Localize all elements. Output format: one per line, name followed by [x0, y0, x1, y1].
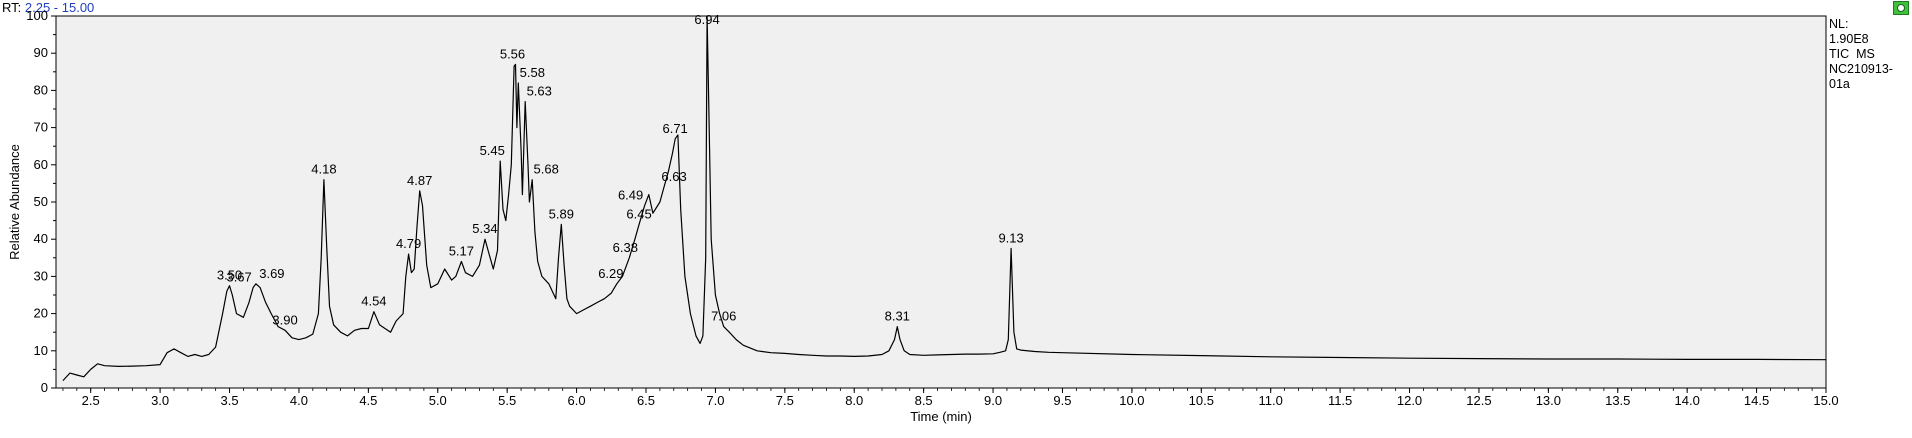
rt-label: RT: — [2, 0, 22, 15]
x-tick-label: 12.5 — [1466, 393, 1491, 408]
peak-label: 5.34 — [472, 221, 497, 236]
rt-range-value: 2.25 - 15.00 — [24, 0, 95, 15]
x-tick-label: 3.0 — [151, 393, 169, 408]
x-tick-label: 5.0 — [429, 393, 447, 408]
y-tick-label: 40 — [34, 231, 48, 246]
trace-info: NL: 1.90E8 TIC MS NC210913- 01a — [1829, 17, 1893, 92]
nl-value: 1.90E8 — [1829, 32, 1869, 46]
peak-label: 8.31 — [885, 309, 910, 324]
x-tick-label: 10.0 — [1119, 393, 1144, 408]
y-tick-label: 60 — [34, 157, 48, 172]
y-tick-label: 50 — [34, 194, 48, 209]
peak-label: 5.56 — [500, 46, 525, 61]
peak-label: 3.50 — [217, 268, 242, 283]
x-tick-label: 7.0 — [706, 393, 724, 408]
y-tick-label: 70 — [34, 120, 48, 135]
x-tick-label: 3.5 — [220, 393, 238, 408]
peak-label: 5.45 — [480, 143, 505, 158]
tic-trace — [62, 15, 1827, 382]
peak-label: 6.29 — [598, 266, 623, 281]
x-tick-label: 2.5 — [82, 393, 100, 408]
peak-label: 3.67 — [226, 270, 251, 285]
peak-label: 6.71 — [662, 121, 687, 136]
y-tick-label: 30 — [34, 268, 48, 283]
peak-label: 4.87 — [407, 173, 432, 188]
peak-label: 6.38 — [613, 240, 638, 255]
peak-label: 6.49 — [618, 188, 643, 203]
nl-label: NL: — [1829, 17, 1849, 31]
peak-label: 4.79 — [396, 236, 421, 251]
scan-type: TIC MS — [1829, 47, 1875, 61]
x-tick-label: 12.0 — [1397, 393, 1422, 408]
y-tick-label: 90 — [34, 45, 48, 60]
x-tick-label: 8.0 — [845, 393, 863, 408]
peak-label: 3.90 — [272, 312, 297, 327]
peak-label: 5.89 — [549, 206, 574, 221]
x-tick-label: 13.5 — [1605, 393, 1630, 408]
x-tick-label: 5.5 — [498, 393, 516, 408]
peak-label: 9.13 — [998, 231, 1023, 246]
peak-label: 6.63 — [661, 169, 686, 184]
pin-icon[interactable] — [1893, 1, 1909, 15]
rt-range-header: RT: 2.25 - 15.00 — [2, 0, 94, 15]
x-tick-label: 14.0 — [1675, 393, 1700, 408]
peak-label: 6.94 — [694, 12, 719, 27]
x-tick-label: 11.0 — [1259, 393, 1283, 408]
y-tick-label: 10 — [34, 343, 48, 358]
y-tick-label: 0 — [41, 380, 48, 395]
x-tick-label: 6.5 — [637, 393, 655, 408]
x-tick-label: 4.5 — [359, 393, 377, 408]
peak-label: 4.54 — [361, 294, 386, 309]
plot-area — [55, 15, 1827, 389]
peak-label: 5.68 — [534, 162, 559, 177]
file-name-line1: NC210913- — [1829, 62, 1893, 76]
x-tick-label: 11.5 — [1328, 393, 1352, 408]
peak-label: 6.45 — [626, 206, 651, 221]
x-tick-label: 13.0 — [1536, 393, 1561, 408]
x-tick-label: 8.5 — [915, 393, 933, 408]
x-tick-label: 15.0 — [1813, 393, 1838, 408]
x-tick-label: 9.0 — [984, 393, 1002, 408]
y-tick-label: 20 — [34, 306, 48, 321]
x-tick-label: 9.5 — [1053, 393, 1071, 408]
peak-label: 5.17 — [449, 244, 474, 259]
peak-label: 7.06 — [711, 309, 736, 324]
x-tick-label: 6.0 — [568, 393, 586, 408]
x-axis-label: Time (min) — [910, 409, 972, 424]
y-axis-label: Relative Abundance — [7, 144, 22, 260]
x-tick-label: 7.5 — [776, 393, 794, 408]
y-tick-label: 80 — [34, 82, 48, 97]
file-name-line2: 01a — [1829, 77, 1850, 91]
peak-label: 5.58 — [520, 65, 545, 80]
x-tick-label: 14.5 — [1744, 393, 1769, 408]
peak-label: 5.63 — [527, 84, 552, 99]
x-tick-label: 10.5 — [1189, 393, 1214, 408]
y-tick-label: 100 — [26, 8, 48, 23]
x-tick-label: 4.0 — [290, 393, 308, 408]
peak-label: 4.18 — [311, 162, 336, 177]
peak-label: 3.69 — [259, 266, 284, 281]
